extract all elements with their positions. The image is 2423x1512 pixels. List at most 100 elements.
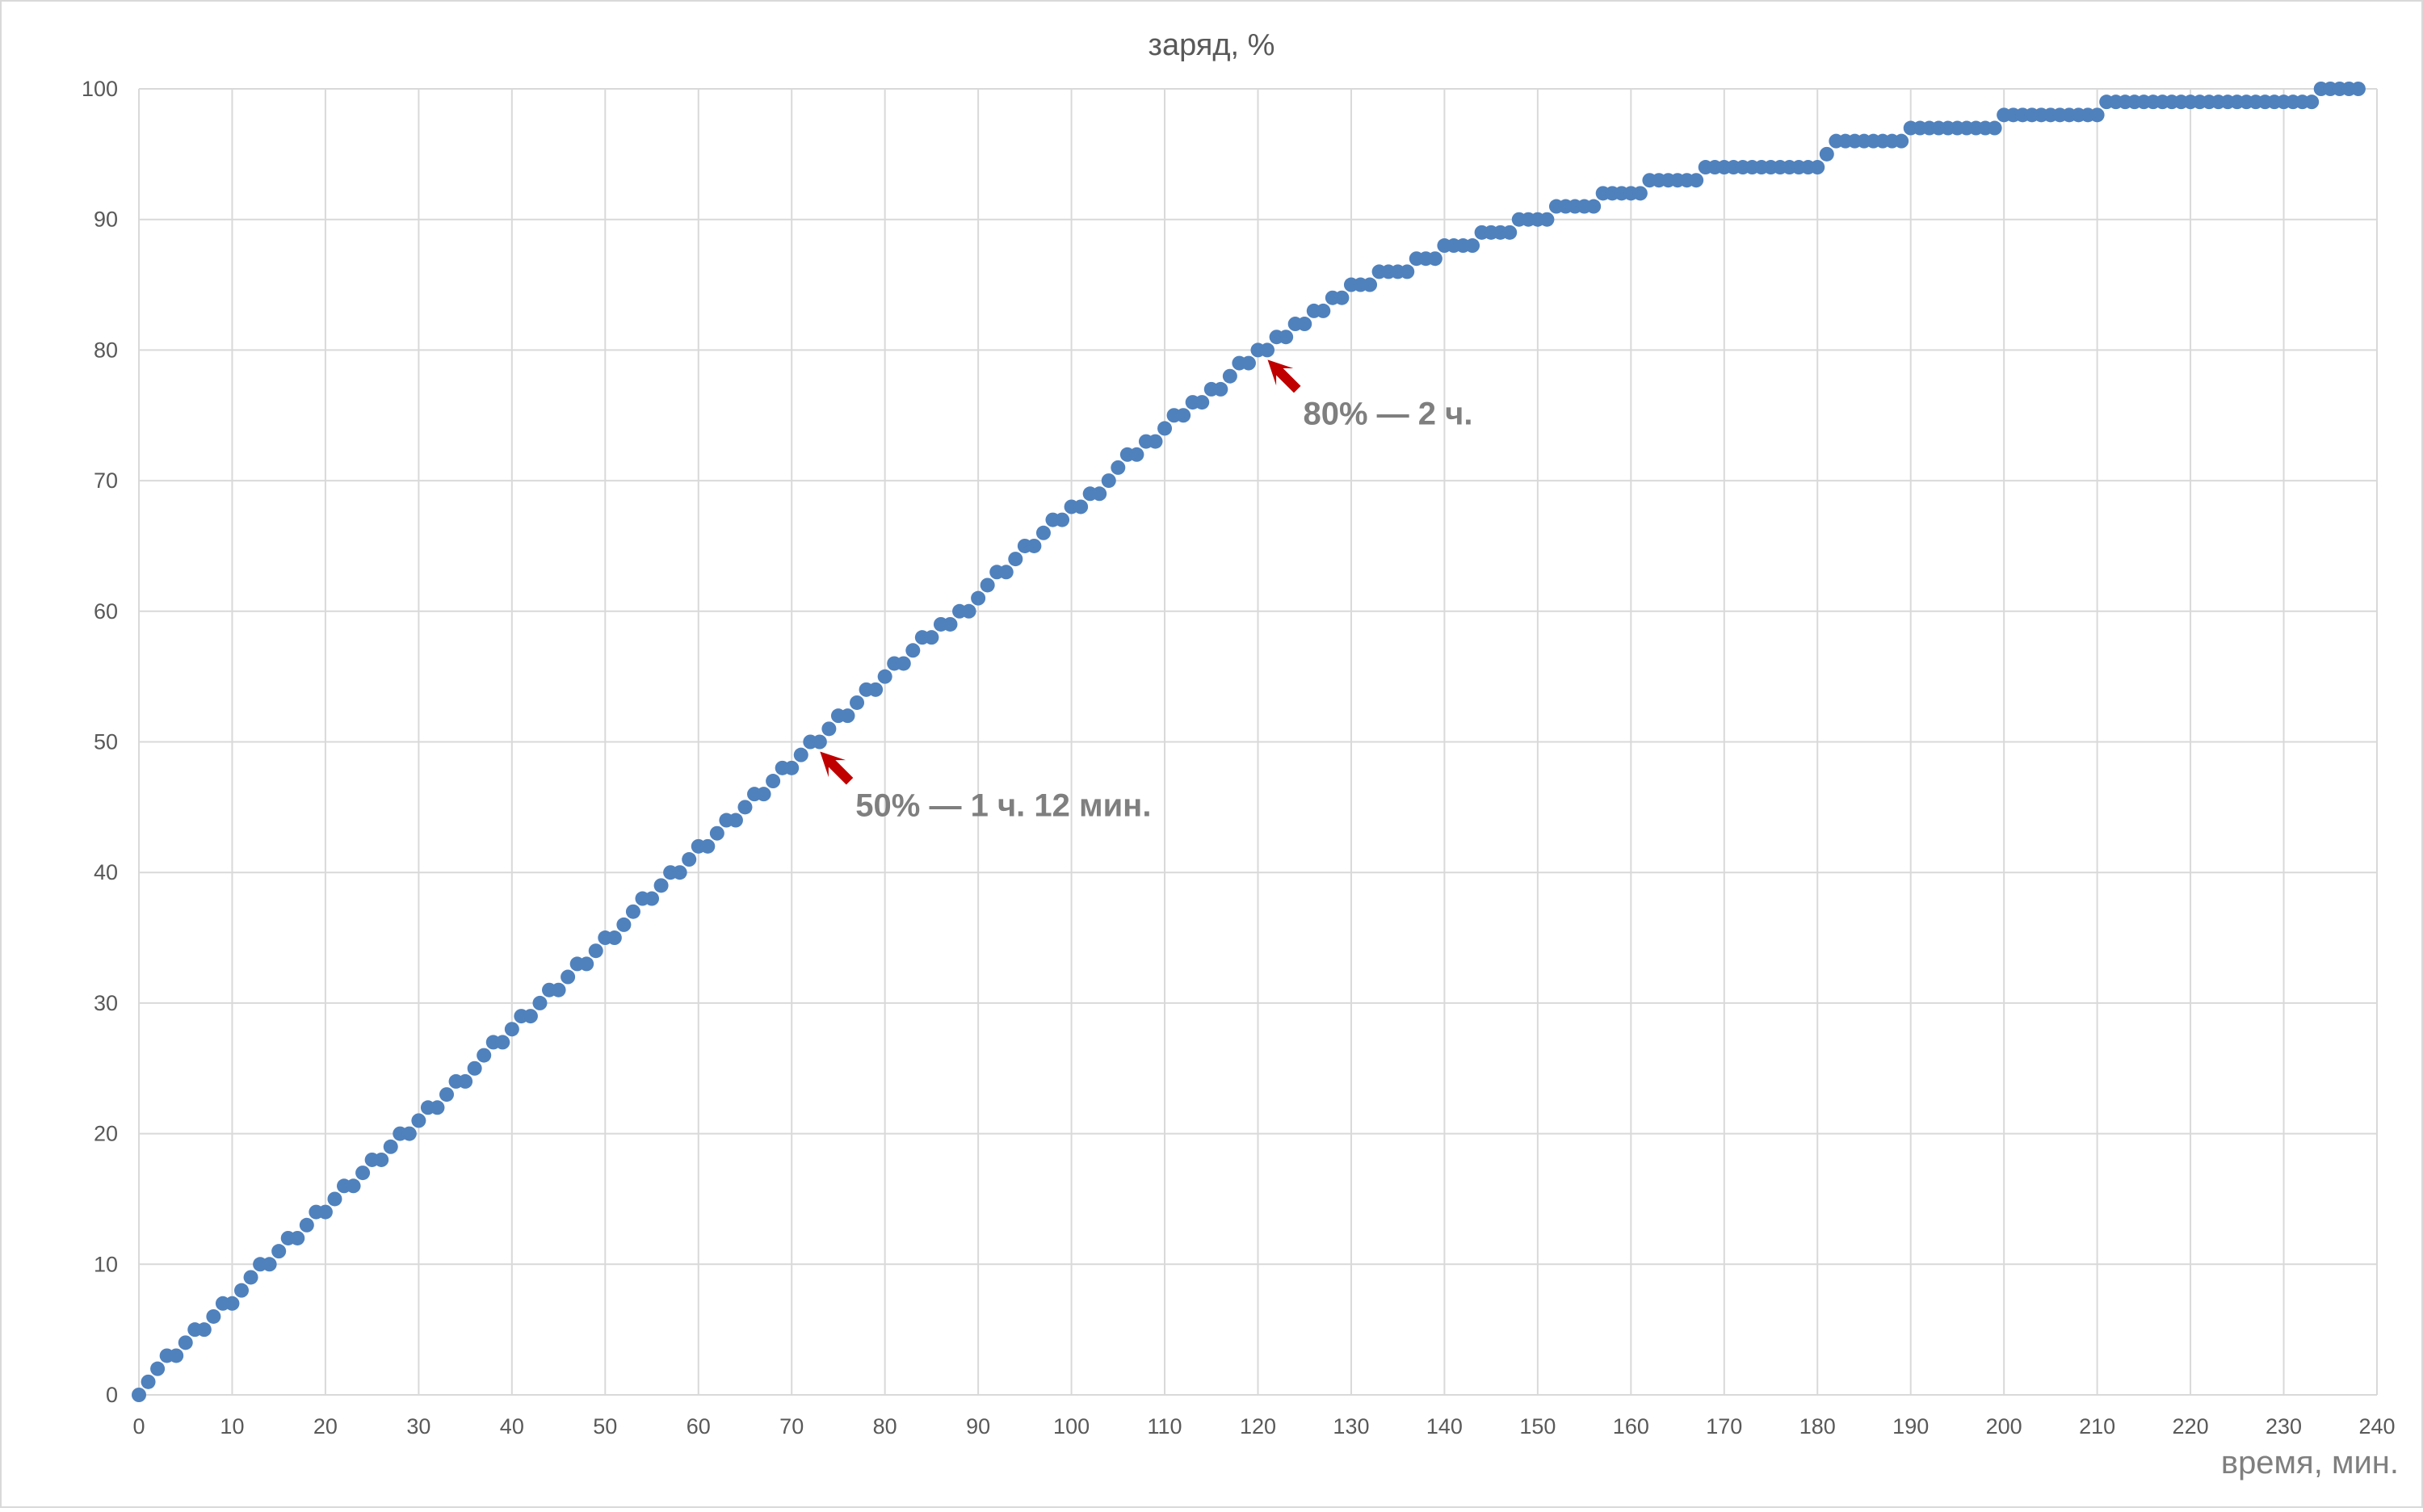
data-point-0-210 <box>2089 107 2105 123</box>
data-point-0-80 <box>877 669 892 684</box>
x-axis-tick-labels: 0 10 20 30 40 50 60 70 80 90 100 110 120 130 140 150 160… <box>132 1414 2395 1438</box>
x-tick-label-10: 100 <box>1053 1414 1090 1438</box>
data-point-0-76 <box>840 708 855 724</box>
y-tick-label-6: 60 <box>94 599 118 624</box>
data-point-0-107 <box>1129 447 1144 462</box>
data-point-0-8 <box>206 1308 221 1324</box>
annotation-arrow-1 <box>1267 359 1301 393</box>
data-point-0-94 <box>1008 552 1023 567</box>
data-point-0-2 <box>150 1361 166 1376</box>
gridlines <box>138 88 2378 1396</box>
data-point-0-167 <box>1689 173 1704 188</box>
data-point-0-33 <box>439 1087 455 1102</box>
data-point-0-36 <box>467 1060 482 1076</box>
data-point-0-30 <box>411 1113 426 1128</box>
data-point-0-58 <box>672 865 687 880</box>
data-point-0-0 <box>132 1388 146 1402</box>
data-point-0-77 <box>850 695 865 710</box>
data-point-0-49 <box>588 943 603 959</box>
data-point-0-12 <box>243 1270 258 1285</box>
data-point-0-37 <box>477 1048 492 1063</box>
data-point-0-121 <box>1260 342 1275 358</box>
annotation-label-0: 50% — 1 ч. 12 мин. <box>855 788 1151 824</box>
data-point-0-117 <box>1222 368 1237 384</box>
data-point-0-116 <box>1213 381 1228 397</box>
data-point-0-20 <box>317 1204 333 1220</box>
data-point-0-45 <box>551 982 566 998</box>
x-tick-label-11: 110 <box>1148 1414 1182 1438</box>
data-point-0-53 <box>625 904 640 919</box>
data-point-0-79 <box>868 682 884 697</box>
data-point-0-114 <box>1195 395 1210 410</box>
data-point-0-40 <box>504 1022 519 1037</box>
data-point-0-123 <box>1279 330 1294 345</box>
data-point-0-105 <box>1111 460 1126 475</box>
data-point-0-233 <box>2304 94 2320 110</box>
data-point-0-15 <box>271 1244 287 1259</box>
data-point-0-82 <box>896 656 911 671</box>
data-point-0-199 <box>1987 120 2002 136</box>
data-point-0-73 <box>812 734 827 750</box>
data-point-0-189 <box>1894 133 1909 149</box>
data-point-0-132 <box>1363 277 1378 292</box>
x-tick-label-14: 140 <box>1426 1414 1463 1438</box>
data-point-0-67 <box>756 787 771 802</box>
x-axis-label: время, мин. <box>2221 1445 2399 1480</box>
x-tick-label-1: 10 <box>220 1414 244 1438</box>
data-point-0-51 <box>607 930 622 946</box>
data-point-0-29 <box>401 1126 417 1141</box>
data-point-0-10 <box>225 1296 240 1311</box>
y-tick-label-9: 90 <box>94 208 118 232</box>
x-tick-label-16: 160 <box>1613 1414 1649 1438</box>
x-tick-label-13: 130 <box>1333 1414 1369 1438</box>
data-point-0-74 <box>821 721 837 737</box>
x-tick-label-3: 30 <box>406 1414 430 1438</box>
x-tick-label-12: 120 <box>1240 1414 1276 1438</box>
data-point-0-127 <box>1316 303 1331 318</box>
data-point-0-4 <box>169 1348 184 1363</box>
data-point-0-59 <box>682 852 697 867</box>
data-point-0-70 <box>784 760 800 775</box>
data-point-0-48 <box>579 956 594 972</box>
data-point-0-39 <box>495 1035 510 1050</box>
data-point-0-18 <box>299 1217 314 1233</box>
x-tick-label-6: 60 <box>687 1414 711 1438</box>
data-point-0-139 <box>1427 251 1442 267</box>
data-point-0-129 <box>1334 290 1350 305</box>
data-point-0-43 <box>532 995 548 1010</box>
data-point-0-5 <box>178 1335 193 1350</box>
data-point-0-14 <box>262 1257 277 1272</box>
chart-title: заряд, % <box>1149 28 1275 62</box>
y-tick-label-7: 70 <box>94 468 118 493</box>
data-point-0-64 <box>728 813 743 828</box>
y-tick-label-0: 0 <box>106 1383 118 1407</box>
data-point-0-161 <box>1632 186 1648 201</box>
data-point-0-21 <box>327 1191 342 1207</box>
data-point-0-156 <box>1586 199 1602 214</box>
data-point-0-71 <box>793 747 808 762</box>
x-tick-label-0: 0 <box>132 1414 145 1438</box>
data-point-0-1 <box>141 1374 156 1389</box>
data-point-0-85 <box>924 630 939 645</box>
y-tick-label-10: 100 <box>82 77 118 101</box>
data-point-0-87 <box>943 616 958 632</box>
data-point-0-119 <box>1241 355 1256 371</box>
data-point-0-11 <box>234 1283 250 1298</box>
data-point-0-136 <box>1400 264 1415 279</box>
data-point-0-24 <box>355 1166 371 1181</box>
x-tick-label-2: 20 <box>313 1414 338 1438</box>
data-point-0-61 <box>700 838 716 854</box>
annotation-label-1: 80% — 2 ч. <box>1304 396 1473 431</box>
x-tick-label-4: 40 <box>500 1414 524 1438</box>
data-point-0-68 <box>766 774 781 789</box>
data-point-0-125 <box>1297 317 1312 332</box>
x-tick-label-8: 80 <box>873 1414 897 1438</box>
x-tick-label-21: 210 <box>2079 1414 2115 1438</box>
data-point-0-147 <box>1502 225 1518 240</box>
data-point-0-101 <box>1073 499 1089 514</box>
data-point-0-91 <box>980 578 995 593</box>
x-tick-label-24: 240 <box>2358 1414 2395 1438</box>
data-point-0-23 <box>346 1178 361 1194</box>
data-point-0-17 <box>290 1230 305 1245</box>
data-point-0-181 <box>1819 146 1834 162</box>
